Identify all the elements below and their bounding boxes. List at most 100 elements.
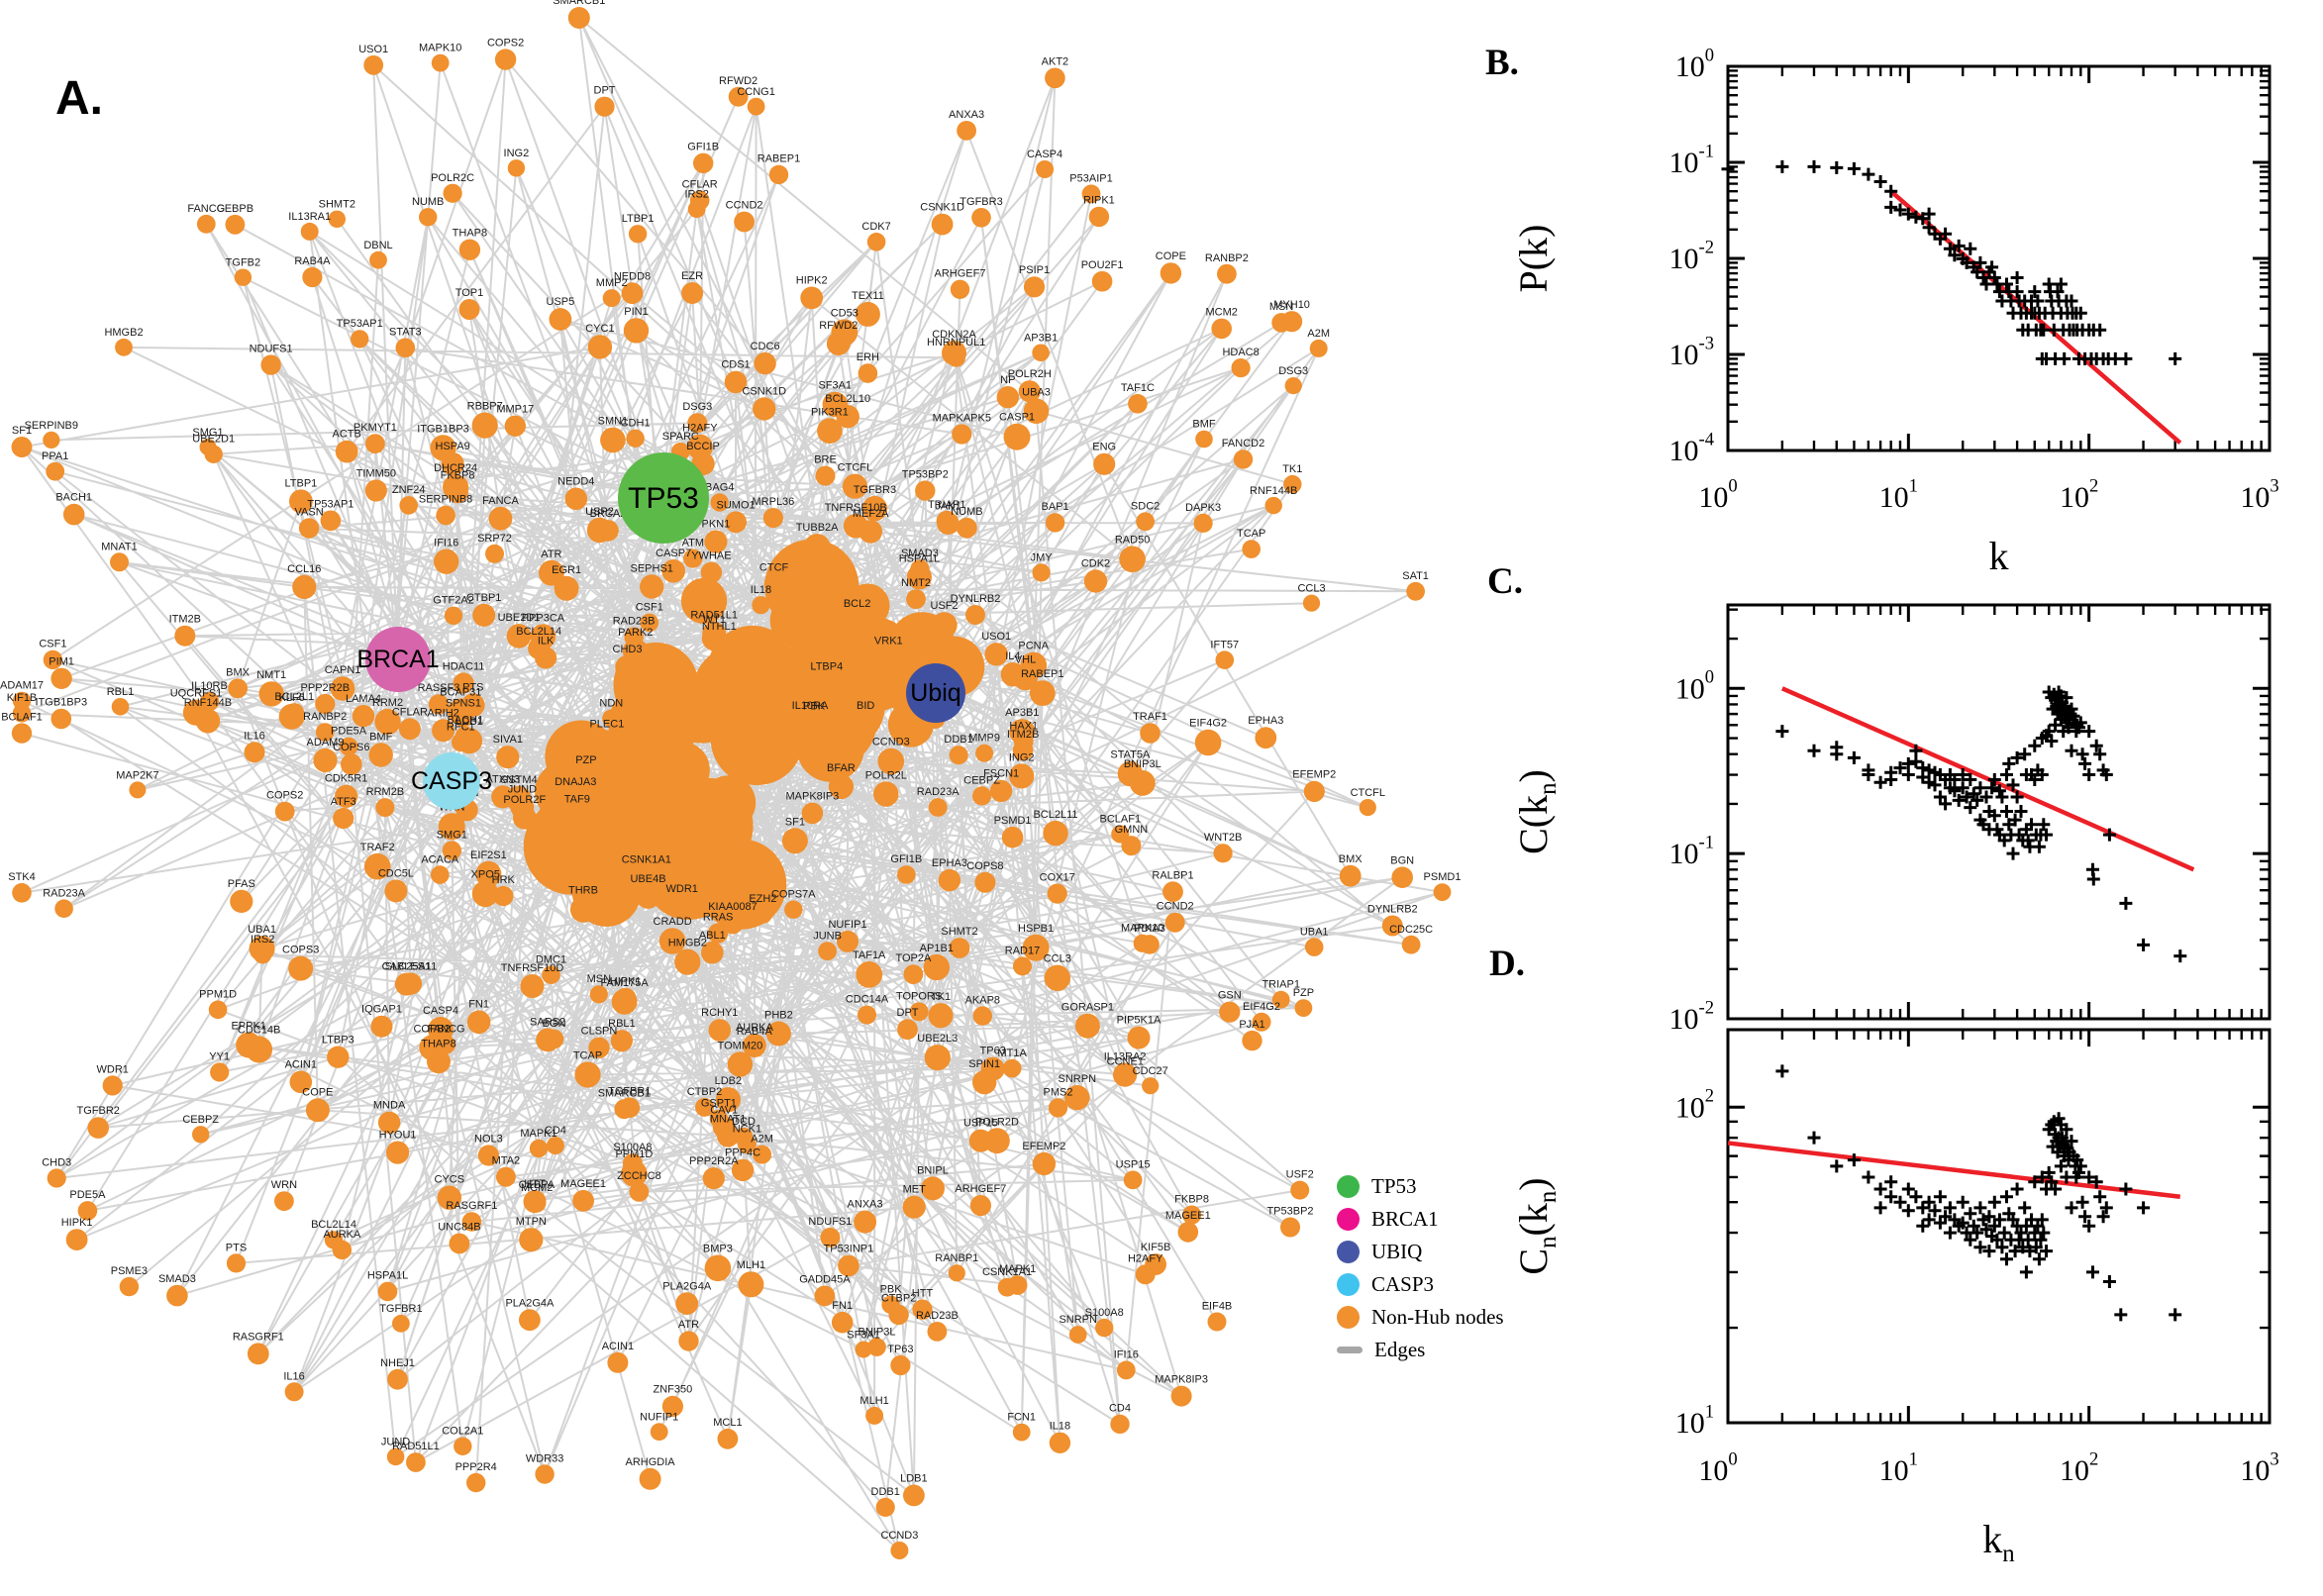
svg-text:TRAF1: TRAF1 — [1133, 711, 1167, 723]
svg-text:HDAC8: HDAC8 — [1222, 347, 1259, 358]
svg-text:PPP2R2B: PPP2R2B — [301, 682, 351, 694]
svg-text:BMP3: BMP3 — [703, 1244, 733, 1255]
svg-text:BMF: BMF — [1192, 419, 1216, 431]
svg-text:BFAR: BFAR — [827, 762, 856, 774]
svg-text:AURKA: AURKA — [736, 1022, 774, 1034]
hub-node-casp3: CASP3 — [411, 752, 492, 810]
hub-node-ubiq: Ubiq — [906, 663, 965, 723]
y-axis-label: P(k) — [1511, 225, 1556, 293]
svg-text:103: 103 — [2240, 475, 2278, 514]
svg-text:VRK1: VRK1 — [874, 636, 903, 648]
svg-text:MAPK8IP3: MAPK8IP3 — [785, 791, 839, 803]
svg-text:HAX1: HAX1 — [1009, 720, 1038, 732]
svg-text:BMX: BMX — [1339, 853, 1364, 865]
svg-text:DYNLRB2: DYNLRB2 — [1367, 904, 1418, 916]
svg-text:SF1: SF1 — [12, 425, 32, 437]
svg-text:103: 103 — [2240, 1448, 2278, 1487]
svg-text:PLA2G4A: PLA2G4A — [505, 1297, 555, 1309]
svg-text:PIK3R1: PIK3R1 — [811, 406, 849, 418]
svg-text:ACTB: ACTB — [333, 429, 361, 441]
svg-text:SIVA1: SIVA1 — [493, 734, 523, 746]
svg-text:PSMD1: PSMD1 — [1424, 871, 1462, 883]
svg-text:TGFBR3: TGFBR3 — [960, 196, 1002, 208]
svg-text:SF1: SF1 — [785, 816, 805, 828]
svg-text:FANCG: FANCG — [187, 203, 225, 215]
svg-text:BCLAF1: BCLAF1 — [1, 711, 43, 723]
svg-text:GTF2A2: GTF2A2 — [433, 595, 474, 607]
svg-text:PZP: PZP — [575, 754, 596, 766]
panel-label-b: B. — [1485, 43, 1519, 83]
svg-text:TGFB2: TGFB2 — [226, 256, 260, 268]
svg-text:HMGB2: HMGB2 — [104, 327, 143, 339]
svg-text:CSNK1D: CSNK1D — [920, 202, 964, 214]
svg-text:RALBP1: RALBP1 — [1152, 869, 1193, 881]
svg-text:CTCFL: CTCFL — [1351, 787, 1385, 799]
svg-text:CTBP2: CTBP2 — [881, 1293, 916, 1305]
svg-text:MT1A: MT1A — [998, 1047, 1028, 1059]
svg-text:CDK2: CDK2 — [1081, 557, 1110, 569]
svg-text:IL16: IL16 — [283, 1370, 304, 1382]
svg-text:IL4: IL4 — [1005, 650, 1020, 662]
svg-text:HRK: HRK — [492, 874, 516, 886]
hub-label-ubiq: Ubiq — [910, 679, 960, 707]
svg-text:RAD51L1: RAD51L1 — [690, 610, 738, 622]
svg-text:HIPK2: HIPK2 — [796, 274, 828, 286]
svg-text:HIPK1: HIPK1 — [61, 1217, 93, 1229]
svg-text:SMG1: SMG1 — [437, 830, 467, 842]
svg-text:PIN1: PIN1 — [624, 306, 648, 318]
svg-text:AURKA: AURKA — [323, 1229, 361, 1241]
svg-text:BCL2L14: BCL2L14 — [516, 626, 561, 638]
svg-text:SMG1: SMG1 — [192, 427, 223, 439]
plot-frame — [1726, 64, 2272, 452]
svg-text:MSN: MSN — [1269, 301, 1294, 313]
svg-text:EPPK1: EPPK1 — [231, 1020, 265, 1032]
svg-text:DBNL: DBNL — [363, 240, 392, 251]
svg-text:NMT1: NMT1 — [256, 669, 286, 681]
svg-text:NEDD4: NEDD4 — [557, 475, 594, 487]
svg-text:101: 101 — [1675, 1401, 1714, 1440]
svg-text:TGFBR1: TGFBR1 — [608, 1085, 651, 1097]
svg-text:EZR: EZR — [681, 270, 703, 282]
svg-text:CLSPN: CLSPN — [581, 1026, 618, 1038]
svg-text:PLA2G4A: PLA2G4A — [662, 1280, 712, 1292]
svg-text:CDH1: CDH1 — [621, 418, 651, 430]
svg-text:PBK: PBK — [803, 700, 826, 712]
svg-text:JAK1: JAK1 — [935, 501, 960, 513]
svg-text:AP3B1: AP3B1 — [1024, 333, 1058, 345]
network-nodes — [11, 7, 1452, 1559]
x-axis-label: k — [1989, 534, 2009, 578]
svg-text:PTS: PTS — [226, 1242, 247, 1253]
svg-text:10-4: 10-4 — [1669, 429, 1715, 467]
svg-text:TP53BP2: TP53BP2 — [1266, 1206, 1313, 1218]
svg-text:ZNF350: ZNF350 — [654, 1384, 693, 1396]
svg-text:GMNN: GMNN — [1115, 824, 1149, 836]
svg-text:CEBPB: CEBPB — [217, 203, 253, 215]
svg-text:POU2F1: POU2F1 — [1081, 259, 1124, 271]
svg-text:CD53: CD53 — [831, 307, 858, 319]
fit-line — [1780, 686, 2195, 872]
svg-text:SARS2: SARS2 — [530, 1017, 565, 1029]
svg-text:JUNB: JUNB — [813, 930, 842, 942]
svg-text:CDC27: CDC27 — [1133, 1065, 1168, 1077]
svg-text:HSPB1: HSPB1 — [1018, 923, 1054, 935]
svg-text:TGFBR3: TGFBR3 — [854, 484, 896, 496]
svg-text:BRE: BRE — [814, 454, 837, 466]
plot-frame — [1726, 1028, 2272, 1425]
svg-text:CDS1: CDS1 — [721, 359, 750, 371]
svg-text:PIP5K1A: PIP5K1A — [1117, 1015, 1162, 1027]
svg-text:STAT5A: STAT5A — [1110, 749, 1151, 761]
ppi-network-panel: BCCIPSMARCB1NEDD8VCPS100A8GADD45ACDC14AT… — [0, 0, 1462, 1559]
svg-text:ARHGDIA: ARHGDIA — [626, 1456, 676, 1468]
svg-text:BMF: BMF — [369, 731, 393, 743]
svg-text:TRIAP1: TRIAP1 — [928, 499, 966, 511]
svg-text:ANXA3: ANXA3 — [949, 109, 984, 121]
svg-text:ILK: ILK — [538, 635, 555, 647]
svg-text:MYH10: MYH10 — [1273, 299, 1310, 311]
svg-text:EFEMP2: EFEMP2 — [1292, 769, 1336, 781]
svg-text:IRS2: IRS2 — [684, 188, 708, 200]
svg-text:CHD3: CHD3 — [613, 644, 643, 655]
plot-panel-d: 100 101 102 103 101 102 Cn(kn) kn — [1511, 1028, 2279, 1567]
svg-text:HMGB2: HMGB2 — [668, 938, 707, 949]
svg-text:MAP2K7: MAP2K7 — [116, 769, 158, 781]
scatter-points — [1775, 685, 2187, 963]
